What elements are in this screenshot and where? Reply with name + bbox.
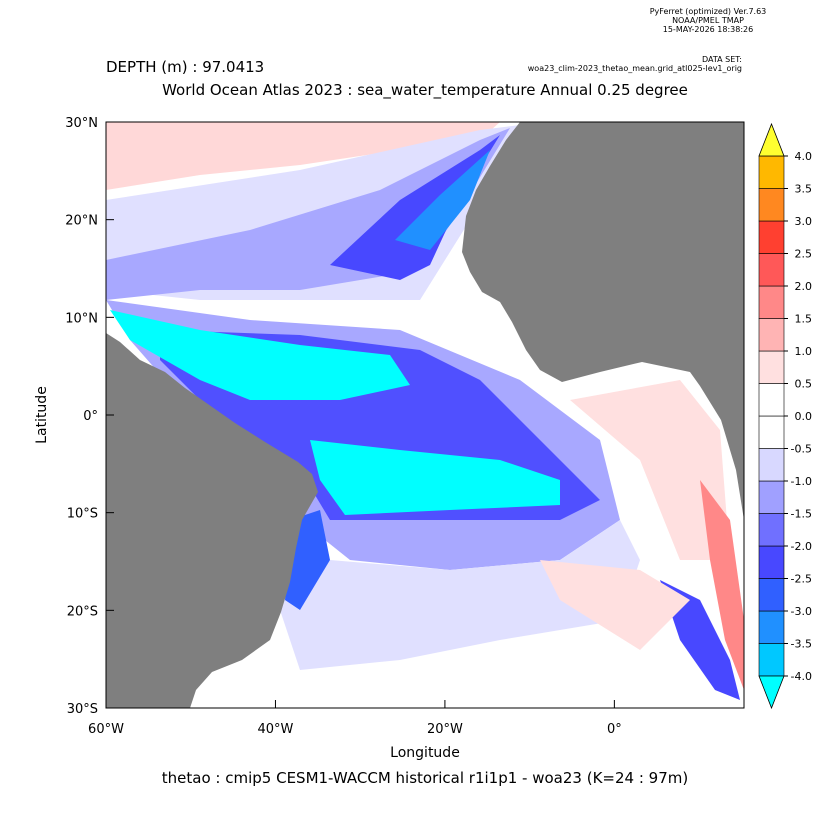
colorbar-label: 1.5: [795, 313, 813, 326]
x-tick-label: 20°W: [427, 722, 463, 737]
colorbar-bin: [758, 578, 785, 612]
colorbar-label: 0.5: [795, 378, 813, 391]
y-tick-label: 10°N: [65, 311, 98, 326]
colorbar-bin: [758, 545, 785, 579]
chart-title: World Ocean Atlas 2023 : sea_water_tempe…: [162, 81, 688, 100]
x-tick-label: 0°: [607, 722, 622, 737]
dataset-label: DATA SET:: [702, 55, 742, 64]
colorbar-under: [758, 675, 785, 710]
colorbar-bin: [758, 415, 785, 449]
y-tick-label: 20°S: [67, 604, 98, 619]
colorbar-bin: [758, 448, 785, 482]
colorbar-label: 2.5: [795, 248, 813, 261]
y-tick-label: 0°: [83, 409, 98, 424]
colorbar-label: -1.0: [791, 475, 812, 488]
map-field: [106, 122, 744, 708]
colorbar-label: -2.5: [791, 573, 812, 586]
x-tick-label: 60°W: [88, 722, 124, 737]
colorbar-label: -4.0: [791, 670, 812, 683]
org: NOAA/PMEL TMAP: [672, 16, 744, 25]
dataset: woa23_clim-2023_thetao_mean.grid_atl025-…: [528, 64, 742, 73]
colorbar-label: -1.5: [791, 508, 812, 521]
colorbar-bin: [758, 285, 785, 319]
colorbar-bin: [758, 253, 785, 287]
colorbar-bin: [758, 188, 785, 222]
y-tick-label: 20°N: [65, 214, 98, 229]
colorbar-label: 0.0: [795, 410, 813, 423]
y-axis-label: Latitude: [34, 386, 50, 444]
colorbar-bin: [758, 643, 785, 677]
y-tick-label: 10°S: [67, 507, 98, 522]
depth-label: DEPTH (m) : 97.0413: [106, 58, 264, 76]
y-tick-label: 30°S: [67, 702, 98, 717]
timestamp: 15-MAY-2026 18:38:26: [663, 25, 753, 34]
x-tick-label: 40°W: [258, 722, 294, 737]
colorbar-label: 4.0: [795, 150, 813, 163]
colorbar-bin: [758, 155, 785, 189]
colorbar-bin: [758, 318, 785, 352]
colorbar-label: -2.0: [791, 540, 812, 553]
colorbar-bin: [758, 513, 785, 547]
colorbar-bin: [758, 383, 785, 417]
colorbar-label: -0.5: [791, 443, 812, 456]
colorbar-bin: [758, 480, 785, 514]
colorbar-label: 2.0: [795, 280, 813, 293]
x-axis-label: Longitude: [390, 745, 460, 761]
colorbar-bin: [758, 610, 785, 644]
colorbar-bin: [758, 350, 785, 384]
y-tick-label: 30°N: [65, 116, 98, 131]
colorbar-label: 3.0: [795, 215, 813, 228]
colorbar-label: -3.0: [791, 605, 812, 618]
colorbar-label: -3.5: [791, 638, 812, 651]
colorbar-label: 3.5: [795, 183, 813, 196]
caption: thetao : cmip5 CESM1-WACCM historical r1…: [162, 769, 688, 787]
software: PyFerret (optimized) Ver.7.63: [650, 7, 767, 16]
colorbar-bin: [758, 220, 785, 254]
colorbar-label: 1.0: [795, 345, 813, 358]
colorbar-over: [758, 122, 785, 157]
